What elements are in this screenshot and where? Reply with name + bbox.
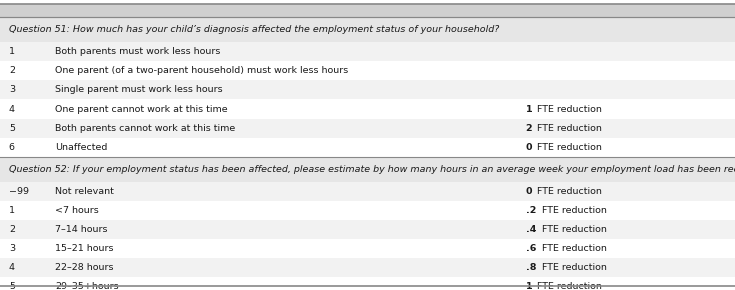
- Text: FTE reduction: FTE reduction: [534, 186, 602, 196]
- Text: 0: 0: [526, 143, 532, 152]
- Text: .8: .8: [526, 263, 536, 272]
- Text: 22–28 hours: 22–28 hours: [55, 263, 114, 272]
- Text: .4: .4: [526, 225, 536, 234]
- Text: 1: 1: [526, 282, 532, 290]
- Text: 2: 2: [526, 124, 532, 133]
- Text: Unaffected: Unaffected: [55, 143, 107, 152]
- Text: Question 51: How much has your child’s diagnosis affected the employment status : Question 51: How much has your child’s d…: [9, 25, 499, 34]
- Bar: [0, 201, 735, 220]
- Text: FTE reduction: FTE reduction: [539, 225, 607, 234]
- Bar: [0, 4, 735, 17]
- Bar: [0, 182, 735, 201]
- Text: Single parent must work less hours: Single parent must work less hours: [55, 85, 223, 95]
- Bar: [0, 138, 735, 157]
- Text: 4: 4: [9, 104, 15, 114]
- Text: 3: 3: [9, 244, 15, 253]
- Bar: [0, 258, 735, 277]
- Text: .6: .6: [526, 244, 536, 253]
- Text: 5: 5: [9, 124, 15, 133]
- Bar: [0, 157, 735, 182]
- Text: 15–21 hours: 15–21 hours: [55, 244, 114, 253]
- Text: FTE reduction: FTE reduction: [534, 282, 602, 290]
- Text: FTE reduction: FTE reduction: [534, 143, 602, 152]
- Text: FTE reduction: FTE reduction: [539, 263, 607, 272]
- Text: 29–35+hours: 29–35+hours: [55, 282, 119, 290]
- Text: 3: 3: [9, 85, 15, 95]
- Text: 6: 6: [9, 143, 15, 152]
- Bar: [0, 119, 735, 138]
- Text: One parent (of a two-parent household) must work less hours: One parent (of a two-parent household) m…: [55, 66, 348, 75]
- Text: 5: 5: [9, 282, 15, 290]
- Text: 1: 1: [526, 104, 532, 114]
- Text: Not relevant: Not relevant: [55, 186, 114, 196]
- Text: FTE reduction: FTE reduction: [539, 206, 607, 215]
- Text: 0: 0: [526, 186, 532, 196]
- Bar: [0, 61, 735, 80]
- Text: FTE reduction: FTE reduction: [534, 104, 602, 114]
- Text: One parent cannot work at this time: One parent cannot work at this time: [55, 104, 228, 114]
- Text: <7 hours: <7 hours: [55, 206, 99, 215]
- Text: 4: 4: [9, 263, 15, 272]
- Bar: [0, 80, 735, 99]
- Text: 7–14 hours: 7–14 hours: [55, 225, 107, 234]
- Bar: [0, 42, 735, 61]
- Text: 1: 1: [9, 206, 15, 215]
- Bar: [0, 239, 735, 258]
- Text: FTE reduction: FTE reduction: [534, 124, 602, 133]
- Text: 2: 2: [9, 66, 15, 75]
- Text: 1: 1: [9, 47, 15, 56]
- Text: .2: .2: [526, 206, 536, 215]
- Bar: [0, 220, 735, 239]
- Bar: [0, 99, 735, 119]
- Text: −99: −99: [9, 186, 29, 196]
- Bar: [0, 17, 735, 42]
- Text: Question 52: If your employment status has been affected, please estimate by how: Question 52: If your employment status h…: [9, 165, 735, 174]
- Text: 2: 2: [9, 225, 15, 234]
- Text: Both parents cannot work at this time: Both parents cannot work at this time: [55, 124, 235, 133]
- Bar: [0, 277, 735, 290]
- Text: FTE reduction: FTE reduction: [539, 244, 607, 253]
- Text: Both parents must work less hours: Both parents must work less hours: [55, 47, 220, 56]
